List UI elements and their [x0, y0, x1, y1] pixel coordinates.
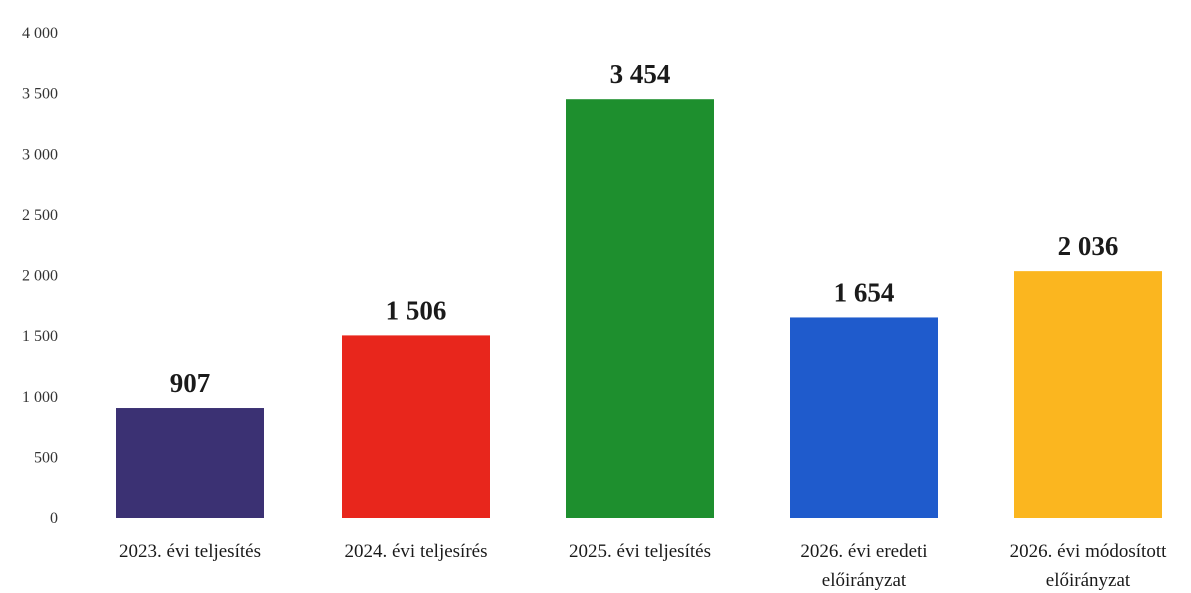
bar	[116, 408, 264, 518]
y-tick-label: 0	[50, 510, 58, 527]
x-category-label: 2026. évi módosított	[1010, 541, 1167, 562]
bar-value-label: 907	[170, 368, 211, 398]
value-labels: 907 1 506 3 454 1 654 2 036	[170, 59, 1119, 398]
x-category-label: 2026. évi eredeti	[800, 541, 927, 562]
x-category-label: előirányzat	[822, 570, 907, 591]
bar-value-label: 1 506	[386, 295, 447, 325]
bar-value-label: 3 454	[610, 59, 671, 89]
y-tick-label: 500	[34, 449, 58, 466]
y-tick-label: 2 500	[22, 207, 58, 224]
y-tick-label: 3 000	[22, 146, 58, 163]
bar	[342, 335, 490, 518]
x-category-label: 2024. évi teljesírés	[345, 541, 488, 562]
x-axis: 2023. évi teljesítés 2024. évi teljesírés…	[119, 541, 1167, 591]
x-category-label: 2025. évi teljesítés	[569, 541, 711, 562]
y-tick-label: 3 500	[22, 86, 58, 103]
x-category-label: előirányzat	[1046, 570, 1131, 591]
y-tick-label: 1 500	[22, 328, 58, 345]
x-category-label: 2023. évi teljesítés	[119, 541, 261, 562]
y-tick-label: 2 000	[22, 268, 58, 285]
bar-value-label: 1 654	[834, 277, 895, 307]
bar	[566, 99, 714, 518]
bar	[1014, 271, 1162, 518]
bar	[790, 317, 938, 518]
y-tick-label: 1 000	[22, 389, 58, 406]
bars	[116, 99, 1162, 518]
y-axis: 0 500 1 000 1 500 2 000 2 500 3 000 3 500 4 000	[22, 25, 58, 527]
bar-value-label: 2 036	[1058, 231, 1119, 261]
y-tick-label: 4 000	[22, 25, 58, 42]
